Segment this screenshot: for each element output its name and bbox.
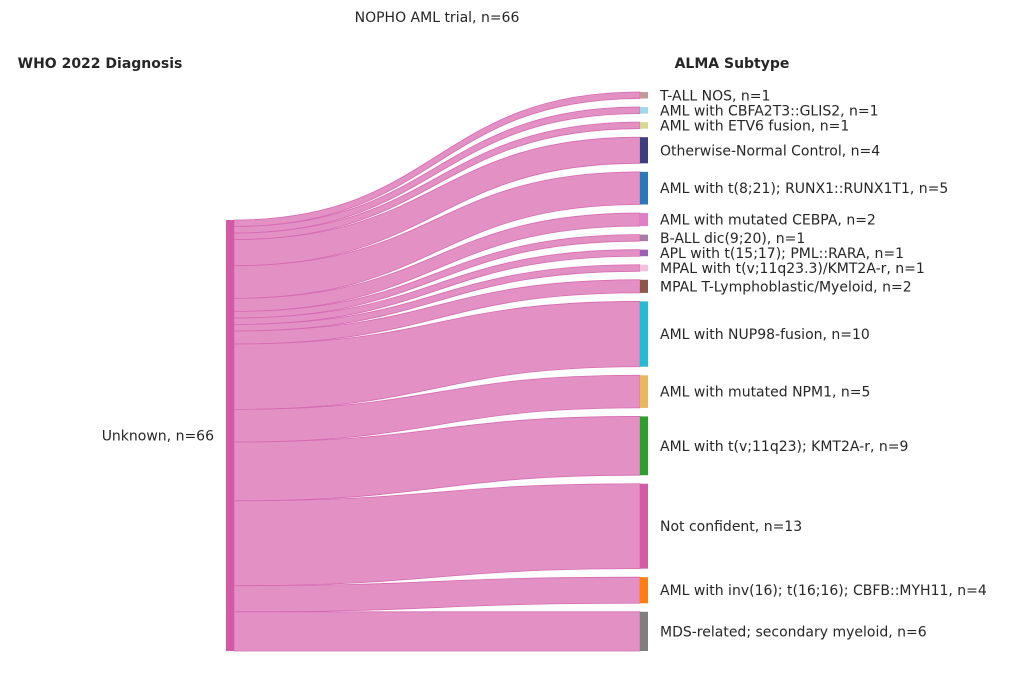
target-label: Not confident, n=13 [660,519,802,535]
chart-title: NOPHO AML trial, n=66 [355,10,520,26]
left-column-header: WHO 2022 Diagnosis [18,56,183,72]
source-node [226,220,234,651]
flow-link [233,234,641,319]
target-node [640,171,648,205]
target-label: AML with inv(16); t(16;16); CBFB::MYH11,… [660,583,987,599]
target-label: AML with NUP98-fusion, n=10 [660,327,870,343]
target-node [640,107,648,114]
target-node [640,213,648,227]
target-node [640,249,648,257]
target-node [640,483,648,569]
target-node [640,234,648,242]
target-label: MPAL T-Lymphoblastic/Myeloid, n=2 [660,279,912,295]
target-node [640,137,648,164]
target-label: APL with t(15;17); PML::RARA, n=1 [660,246,904,262]
target-node [640,301,648,367]
target-node [640,416,648,476]
target-node [640,264,648,272]
flow-link [233,121,641,240]
target-node [640,122,648,129]
source-label: Unknown, n=66 [102,429,214,445]
target-label: AML with ETV6 fusion, n=1 [660,118,849,134]
flow-link [233,576,641,613]
target-label: MDS-related; secondary myeloid, n=6 [660,624,927,640]
flow-link [233,171,641,299]
target-node [640,611,648,651]
flow-link [233,106,641,234]
target-label: MPAL with t(v;11q23.3)/KMT2A-r, n=1 [660,261,925,277]
target-label: B-ALL dic(9;20), n=1 [660,231,805,247]
target-label: AML with t(v;11q23); KMT2A-r, n=9 [660,439,908,455]
target-label: AML with mutated NPM1, n=5 [660,385,870,401]
target-node [640,279,648,293]
flow-link [233,212,641,312]
flow-link [233,279,641,345]
target-label: AML with mutated CEBPA, n=2 [660,213,876,229]
flows-group [233,91,641,652]
flow-link [233,264,641,332]
target-node [640,92,648,99]
target-node [640,577,648,604]
target-node [640,375,648,408]
target-label: AML with CBFA2T3::GLIS2, n=1 [660,103,879,119]
target-label: T-ALL NOS, n=1 [659,88,770,104]
right-column-header: ALMA Subtype [675,56,790,72]
target-label: Otherwise-Normal Control, n=4 [660,143,880,159]
flow-link [233,611,641,652]
flow-link [233,374,641,443]
nodes-group [226,92,648,651]
target-label: AML with t(8;21); RUNX1::RUNX1T1, n=5 [660,181,948,197]
